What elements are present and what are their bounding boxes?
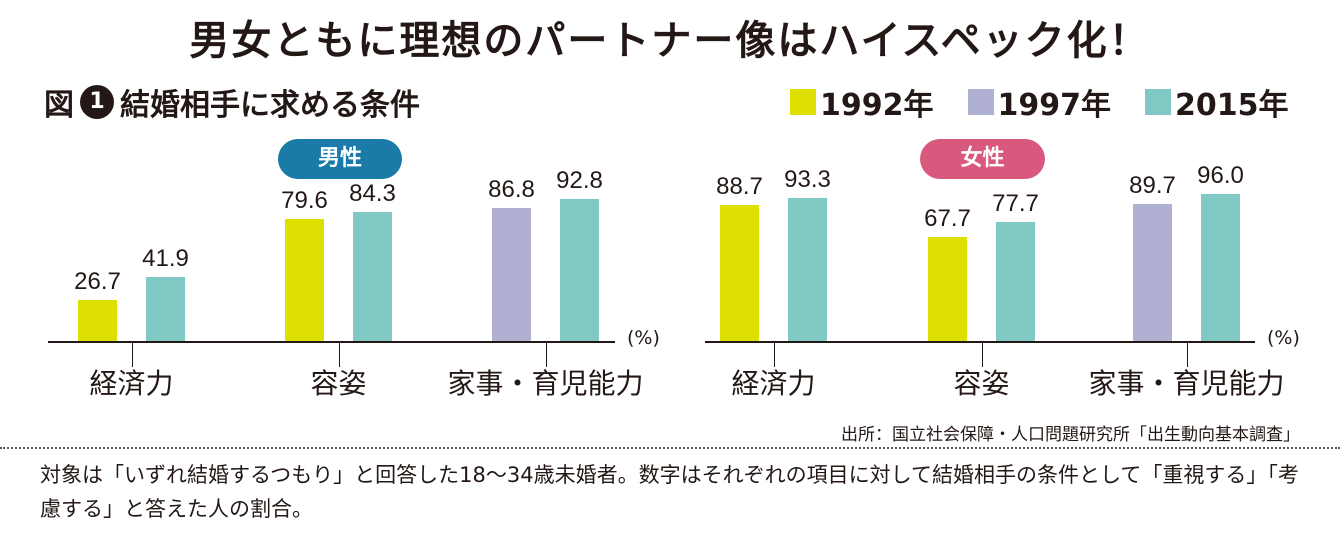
unit-label: (%) — [627, 327, 660, 349]
legend-item: 2015年 — [1145, 80, 1289, 124]
legend-swatch — [790, 89, 816, 115]
data-label: 84.3 — [349, 180, 396, 208]
category-label: 家事・育児能力 — [1088, 367, 1285, 400]
data-label: 79.6 — [281, 187, 328, 215]
bar-1997年 — [1133, 203, 1172, 341]
figure-prefix: 図 — [44, 88, 74, 123]
data-label: 67.7 — [924, 205, 971, 233]
data-label: 96.0 — [1197, 162, 1244, 190]
category-label: 容姿 — [953, 367, 1010, 400]
figure-caption: 図 1 結婚相手に求める条件 — [44, 80, 420, 124]
bar-1992年 — [285, 219, 324, 341]
bar-2015年 — [146, 276, 185, 341]
x-tick — [773, 343, 775, 367]
bar-2015年 — [1201, 194, 1240, 341]
figure-title: 結婚相手に求める条件 — [120, 88, 420, 123]
source-text: 出所：国立社会保障・人口問題研究所「出生動向基本調査」 — [841, 425, 1300, 445]
data-label: 41.9 — [142, 244, 189, 272]
bar-1992年 — [78, 300, 117, 341]
legend-label: 1997年 — [997, 88, 1112, 123]
figure-number-badge: 1 — [80, 85, 114, 119]
bar-2015年 — [788, 198, 827, 341]
x-tick — [981, 343, 983, 367]
panel-title-pill: 女性 — [920, 139, 1045, 179]
legend: 1992年 1997年 2015年 — [790, 80, 1289, 124]
bar-1997年 — [492, 208, 531, 341]
data-label: 89.7 — [1129, 171, 1176, 199]
legend-swatch — [1145, 89, 1171, 115]
bar-2015年 — [560, 199, 599, 341]
data-label: 93.3 — [784, 166, 831, 194]
panel-title-pill: 男性 — [278, 139, 402, 179]
data-label: 92.8 — [556, 167, 603, 195]
category-label: 経済力 — [731, 367, 816, 400]
x-tick — [1186, 343, 1188, 367]
data-label: 77.7 — [992, 190, 1039, 218]
bar-2015年 — [996, 222, 1035, 341]
legend-label: 1992年 — [820, 88, 934, 123]
category-label: 容姿 — [310, 367, 367, 400]
legend-item: 1992年 — [790, 80, 934, 124]
x-tick — [131, 343, 133, 367]
legend-swatch — [967, 89, 994, 115]
x-axis-line — [48, 341, 615, 343]
category-label: 家事・育児能力 — [447, 367, 644, 400]
bar-1992年 — [928, 237, 967, 341]
x-tick — [338, 343, 340, 367]
x-tick — [545, 343, 547, 367]
data-label: 88.7 — [716, 173, 763, 201]
x-axis-line — [705, 341, 1255, 343]
data-label: 26.7 — [74, 268, 121, 296]
unit-label: (%) — [1267, 327, 1300, 349]
legend-label: 2015年 — [1175, 88, 1289, 123]
legend-item: 1997年 — [967, 80, 1112, 124]
data-label: 86.8 — [488, 176, 535, 204]
category-label: 経済力 — [89, 367, 174, 400]
headline: 男女ともに理想のパートナー像はハイスペック化！ — [189, 18, 1151, 64]
bar-1992年 — [720, 205, 759, 341]
footnote: 対象は「いずれ結婚するつもり」と回答した18〜34歳未婚者。数字はそれぞれの項目… — [40, 463, 1299, 521]
bar-2015年 — [353, 212, 392, 341]
divider — [0, 447, 1340, 449]
